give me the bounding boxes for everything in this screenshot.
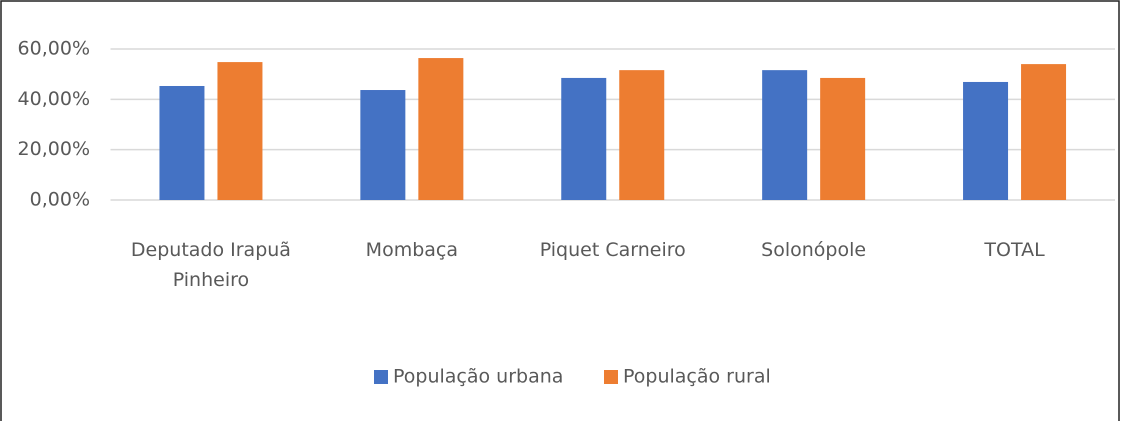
y-tick-label: 60,00% [18, 38, 90, 60]
bar [820, 77, 866, 200]
bar [619, 70, 665, 200]
bar [418, 58, 464, 201]
bar [360, 90, 406, 200]
bar [1021, 64, 1067, 200]
bar [963, 81, 1009, 200]
x-tick-label: Deputado Irapuã Pinheiro [130, 239, 291, 291]
legend-label: População urbana [393, 366, 563, 388]
x-tick-label: Mombaça [365, 239, 458, 261]
bar [762, 70, 808, 200]
legend-swatch [374, 370, 388, 384]
x-tick-label: Solonópole [761, 239, 867, 261]
bar [561, 77, 607, 200]
x-tick-label: TOTAL [984, 239, 1045, 261]
x-tick-label: Piquet Carneiro [539, 239, 686, 261]
bar [217, 62, 263, 200]
bar [159, 85, 205, 200]
legend-swatch [604, 370, 618, 384]
y-tick-label: 40,00% [18, 88, 90, 110]
y-tick-label: 0,00% [30, 189, 90, 211]
legend-label: População rural [623, 366, 771, 388]
y-tick-label: 20,00% [18, 138, 90, 160]
